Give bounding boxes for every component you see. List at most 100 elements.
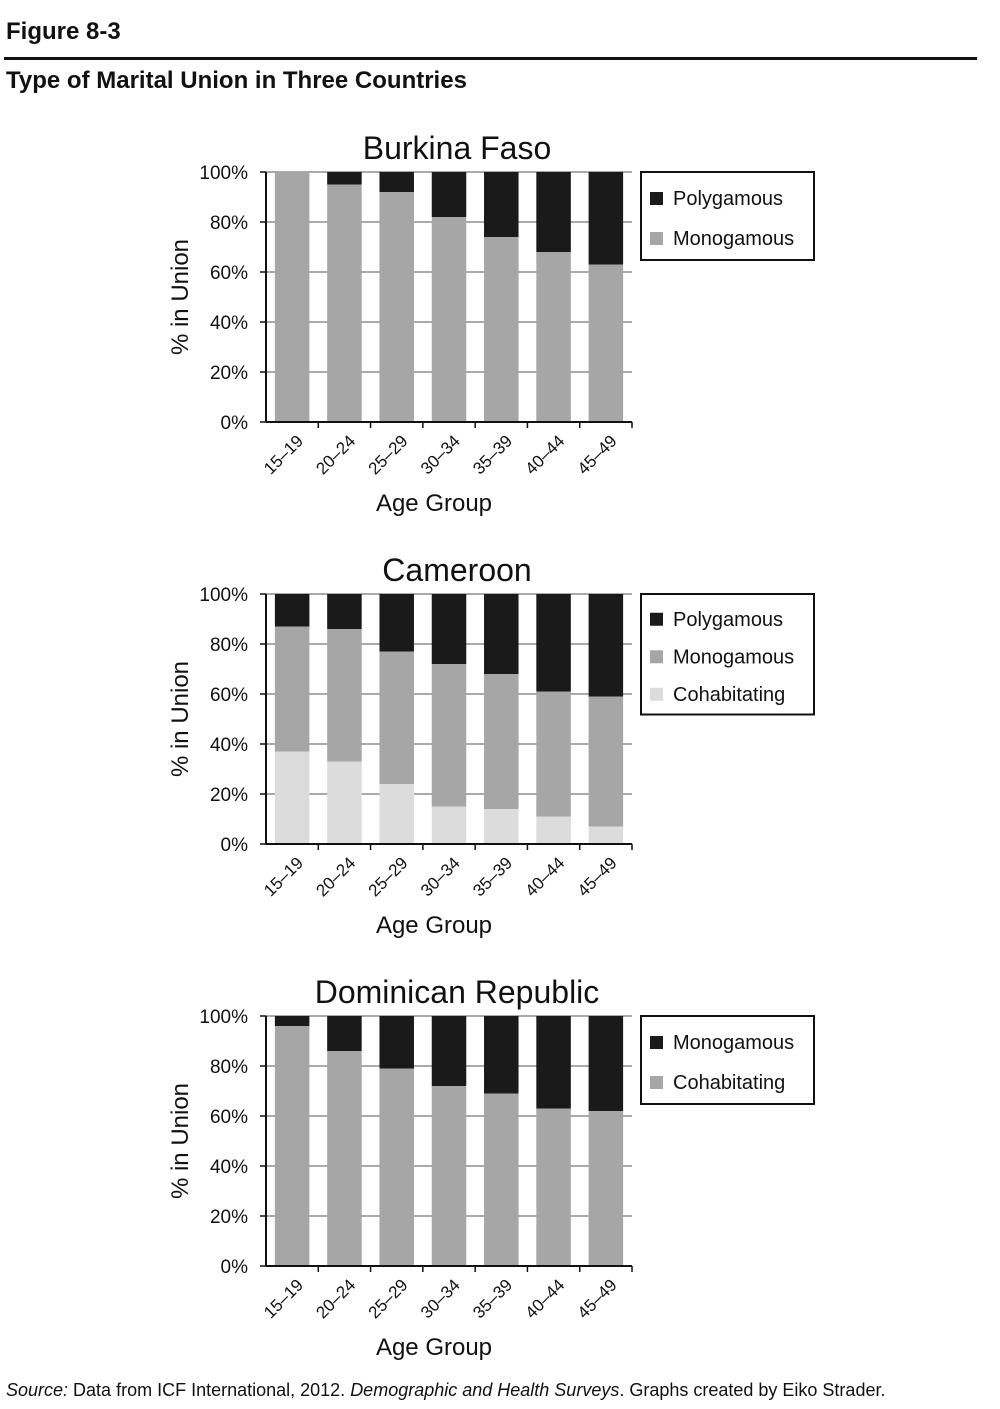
x-axis-label: Age Group <box>376 1334 492 1361</box>
y-tick-label: 0% <box>221 1257 249 1278</box>
figure-number: Figure 8-3 <box>6 18 121 45</box>
chart-dominican-republic: Dominican Republic 0% 20% 40% 60% 80% 100% 15–1… <box>167 974 815 1361</box>
x-tick-label: 35–39 <box>469 431 516 478</box>
legend-box <box>640 593 815 716</box>
bar-cohabitating-6 <box>536 1108 571 1266</box>
bar-polygamous-2 <box>327 594 362 629</box>
bar-cohabitating-5 <box>484 1093 519 1266</box>
legend-label-cohabitating: Cohabitating <box>673 684 785 706</box>
x-tick-label: 25–29 <box>365 853 412 900</box>
x-tick-label: 25–29 <box>365 1275 412 1322</box>
bar-cohabitating-1 <box>274 751 310 844</box>
y-axis-label: % in Union <box>167 239 194 355</box>
bar-polygamous-4 <box>431 594 467 664</box>
bar-polygamous-6 <box>536 594 571 692</box>
bar-monogamous-3 <box>379 192 414 422</box>
bar-polygamous-7 <box>588 172 624 265</box>
bar-monogamous-1 <box>274 172 310 422</box>
bar-monogamous-3 <box>379 651 414 784</box>
bar-monogamous-5 <box>484 1016 519 1094</box>
x-tick-label: 20–24 <box>312 853 359 900</box>
x-tick-label: 35–39 <box>469 1275 516 1322</box>
bar-monogamous-4 <box>431 217 467 422</box>
x-tick-label: 20–24 <box>312 431 359 478</box>
x-tick-label: 45–49 <box>574 853 621 900</box>
y-tick-label: 40% <box>210 1157 248 1178</box>
bar-cohabitating-4 <box>431 806 467 844</box>
bar-polygamous-2 <box>327 172 362 185</box>
chart-title: Dominican Republic <box>315 974 600 1010</box>
x-axis-label: Age Group <box>376 490 492 517</box>
bar-monogamous-6 <box>536 252 571 422</box>
bar-cohabitating-3 <box>379 784 414 844</box>
source-italic: Demographic and Health Surveys <box>350 1380 620 1400</box>
legend-label-cohabitating: Cohabitating <box>673 1072 785 1094</box>
source-note: Source: Data from ICF International, 201… <box>6 1380 885 1401</box>
y-tick-label: 60% <box>210 685 248 706</box>
y-tick-label: 80% <box>210 213 248 234</box>
bar-cohabitating-7 <box>588 1111 624 1266</box>
legend-box <box>640 1015 815 1105</box>
bar-cohabitating-6 <box>536 816 571 844</box>
x-tick-label: 15–19 <box>260 853 307 900</box>
y-tick-label: 100% <box>199 1007 248 1028</box>
bar-monogamous-3 <box>379 1016 414 1069</box>
chart-cameroon: Cameroon 0% 20% 40% 60% 80% 100% 15–19 20–24 25–2… <box>167 552 815 939</box>
x-tick-label: 20–24 <box>312 1275 359 1322</box>
bar-polygamous-3 <box>379 172 414 192</box>
y-tick-label: 0% <box>221 835 249 856</box>
y-tick-label: 80% <box>210 1057 248 1078</box>
bar-cohabitating-2 <box>327 1051 362 1266</box>
x-tick-label: 40–44 <box>522 1275 569 1322</box>
legend-label-polygamous: Polygamous <box>673 609 783 631</box>
figure-title: Type of Marital Union in Three Countries <box>6 67 467 94</box>
legend-label-monogamous: Monogamous <box>673 646 794 668</box>
bar-polygamous-6 <box>536 172 571 252</box>
legend-label-monogamous: Monogamous <box>673 1032 794 1054</box>
legend-swatch-cohabitating <box>650 1076 663 1089</box>
bar-polygamous-4 <box>431 172 467 217</box>
bar-cohabitating-4 <box>431 1086 467 1266</box>
bar-monogamous-5 <box>484 674 519 809</box>
x-tick-label: 25–29 <box>365 431 412 478</box>
title-rule <box>4 57 977 60</box>
chart-burkina-faso: Burkina Faso 0% 20% 40% 60% 80% 100% 15–19 20–24… <box>167 130 815 517</box>
bar-polygamous-5 <box>484 594 519 674</box>
source-label: Source: <box>6 1380 69 1400</box>
bar-cohabitating-7 <box>588 826 624 844</box>
legend-label-monogamous: Monogamous <box>673 228 794 250</box>
bar-monogamous-1 <box>274 1016 310 1026</box>
legend-label-polygamous: Polygamous <box>673 188 783 210</box>
y-axis-label: % in Union <box>167 1083 194 1199</box>
x-tick-label: 45–49 <box>574 1275 621 1322</box>
bar-monogamous-7 <box>588 696 624 827</box>
legend-swatch-monogamous <box>650 232 663 245</box>
bar-polygamous-1 <box>274 594 310 627</box>
x-tick-label: 30–34 <box>417 853 464 900</box>
y-tick-label: 0% <box>221 413 249 434</box>
y-axis-label: % in Union <box>167 661 194 777</box>
x-tick-label: 40–44 <box>522 431 569 478</box>
y-tick-label: 20% <box>210 785 248 806</box>
source-text-1: Data from ICF International, 2012. <box>68 1380 351 1400</box>
y-tick-label: 80% <box>210 635 248 656</box>
legend-swatch-monogamous <box>650 1036 663 1049</box>
bar-monogamous-2 <box>327 629 362 762</box>
x-tick-label: 30–34 <box>417 431 464 478</box>
bar-monogamous-7 <box>588 1016 624 1111</box>
bar-monogamous-6 <box>536 691 571 817</box>
y-tick-label: 100% <box>199 163 248 184</box>
legend-swatch-polygamous <box>650 192 663 205</box>
legend-swatch-monogamous <box>650 650 663 664</box>
x-tick-label: 35–39 <box>469 853 516 900</box>
y-tick-label: 60% <box>210 263 248 284</box>
bar-cohabitating-5 <box>484 809 519 844</box>
x-tick-label: 15–19 <box>260 1275 307 1322</box>
bar-polygamous-7 <box>588 594 624 697</box>
bar-monogamous-4 <box>431 1016 467 1086</box>
x-tick-label: 30–34 <box>417 1275 464 1322</box>
chart-title: Burkina Faso <box>363 130 552 166</box>
bar-monogamous-4 <box>431 664 467 807</box>
bar-monogamous-5 <box>484 237 519 422</box>
y-tick-label: 100% <box>199 585 248 606</box>
